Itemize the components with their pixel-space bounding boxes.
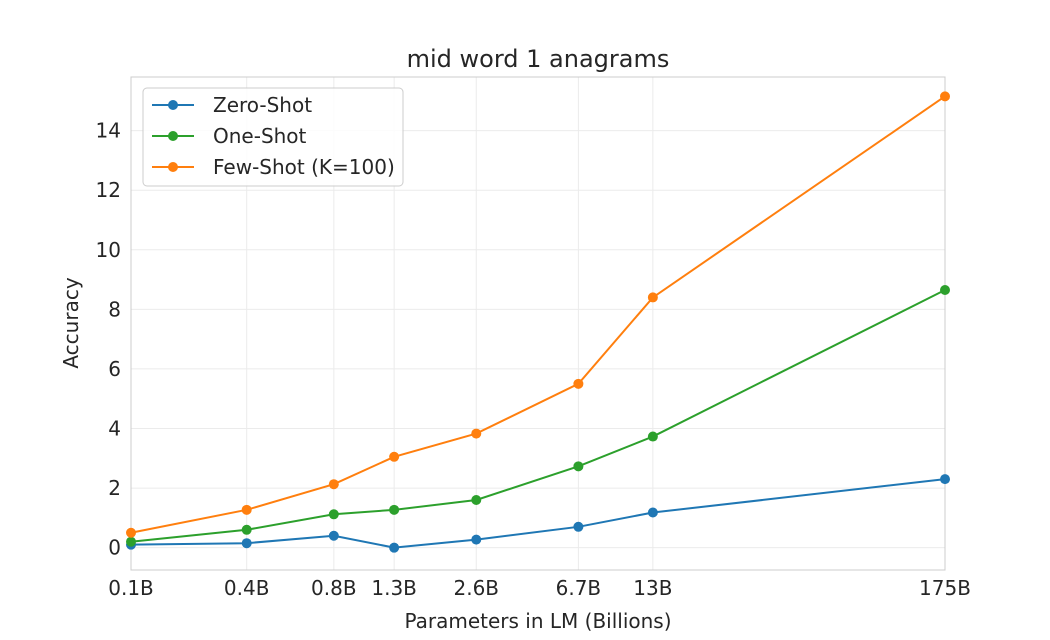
series-1 <box>126 284 950 547</box>
x-tick-label: 13B <box>633 576 672 600</box>
data-point <box>940 284 950 295</box>
x-axis-label: Parameters in LM (Billions) <box>404 609 671 633</box>
data-point <box>328 509 339 520</box>
data-point <box>126 536 136 547</box>
data-point <box>126 527 136 538</box>
x-tick-label: 1.3B <box>371 576 417 600</box>
y-tick-label: 12 <box>96 178 121 202</box>
y-axis-label: Accuracy <box>59 277 83 368</box>
data-point <box>940 91 950 102</box>
data-point <box>647 507 658 518</box>
y-tick-label: 4 <box>108 417 121 441</box>
data-point <box>471 534 482 545</box>
data-point <box>471 428 482 439</box>
legend-box <box>142 87 404 187</box>
legend-label: One-Shot <box>213 124 307 148</box>
data-point <box>328 530 339 541</box>
data-point <box>573 461 584 472</box>
data-point <box>241 524 252 535</box>
data-point <box>241 504 252 515</box>
y-tick-label: 14 <box>96 119 121 143</box>
y-tick-label: 8 <box>108 297 121 321</box>
y-tick-label: 6 <box>108 357 121 381</box>
x-tick-label: 6.7B <box>556 576 602 600</box>
x-tick-label: 0.8B <box>311 576 357 600</box>
series-0 <box>126 474 950 553</box>
data-point <box>389 504 400 515</box>
y-tick-label: 2 <box>108 476 121 500</box>
data-point <box>471 494 482 505</box>
data-point <box>940 474 950 485</box>
x-tick-label: 2.6B <box>453 576 499 600</box>
data-point <box>647 431 658 442</box>
legend-marker <box>168 131 178 141</box>
data-point <box>389 542 400 553</box>
data-point <box>573 521 584 532</box>
legend-label: Zero-Shot <box>213 93 312 117</box>
data-point <box>647 292 658 303</box>
data-point <box>328 479 339 490</box>
y-tick-label: 10 <box>96 238 121 262</box>
x-tick-label: 0.1B <box>108 576 154 600</box>
series-line <box>130 478 946 549</box>
data-point <box>241 538 252 549</box>
x-tick-label: 175B <box>919 576 971 600</box>
legend-label: Few-Shot (K=100) <box>213 155 395 179</box>
y-tick-label: 0 <box>108 536 121 560</box>
legend-marker <box>168 162 178 172</box>
legend-marker <box>168 100 178 110</box>
series-line <box>130 289 946 543</box>
legend: Zero-Shot One-Shot Few-Shot (K=100) <box>142 87 404 187</box>
series-layer <box>126 91 950 553</box>
plot-frame <box>130 76 946 571</box>
tick-layer: 0 2 4 6 8 10 12 14 0.1B 0.4B 0.8B 1.3B 2.6B 6.7B 13B 17… <box>96 119 971 600</box>
data-point <box>573 378 584 389</box>
data-point <box>389 451 400 462</box>
series-2 <box>126 91 950 538</box>
series-line <box>130 95 946 534</box>
chart-title: mid word 1 anagrams <box>407 45 670 73</box>
x-tick-label: 0.4B <box>224 576 270 600</box>
